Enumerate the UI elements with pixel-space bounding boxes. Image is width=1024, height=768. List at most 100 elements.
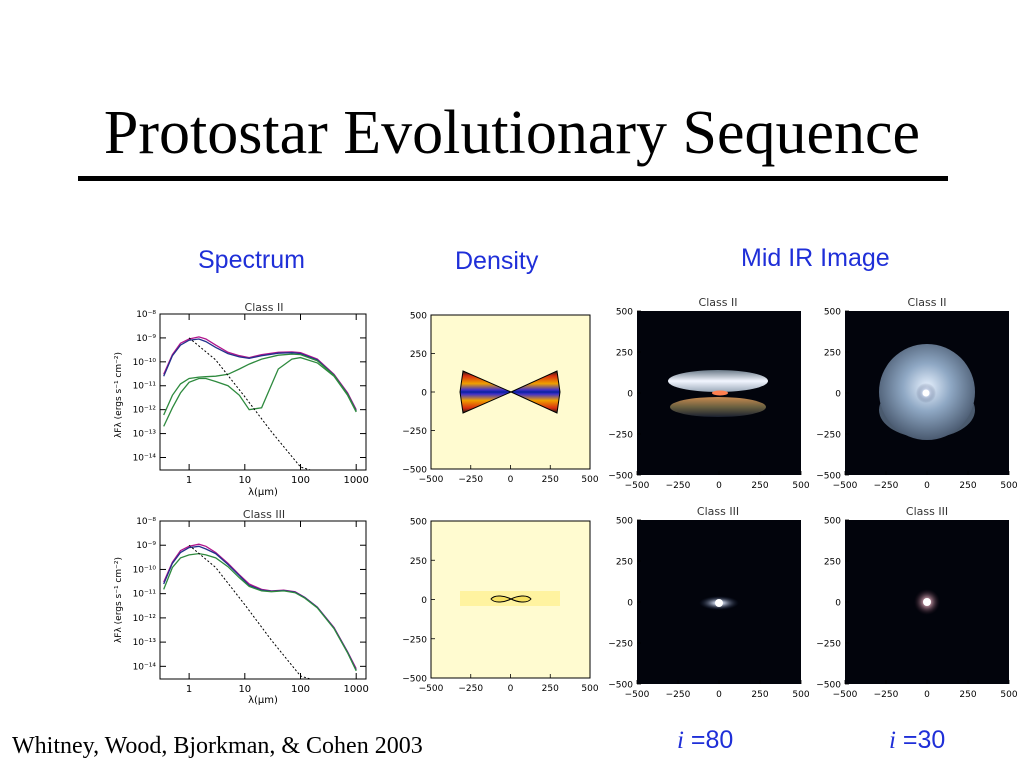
central-source <box>715 599 723 607</box>
chart-title: Class III <box>243 508 285 521</box>
y-tick-label: −250 <box>402 427 427 437</box>
image-title: Class II <box>699 296 738 309</box>
x-tick-label: −500 <box>833 481 858 491</box>
y-tick-label: −500 <box>402 466 427 476</box>
y-tick-label: 10⁻¹² <box>133 614 157 624</box>
y-tick-label: 0 <box>421 389 427 399</box>
y-tick-label: −500 <box>816 472 841 482</box>
y-tick-label: 0 <box>835 599 841 609</box>
x-tick-label: 500 <box>581 475 598 485</box>
inclination-symbol: i <box>677 727 684 754</box>
x-tick-label: 0 <box>508 475 514 485</box>
y-tick-label: 500 <box>410 312 427 322</box>
y-tick-label: 10⁻⁸ <box>136 310 156 320</box>
x-tick-label: 10 <box>238 475 251 486</box>
y-tick-label: −250 <box>402 635 427 645</box>
photosphere-line <box>188 337 311 471</box>
image-axis-ticks: 500 250 0 −250 −500−500 −250 0 250 500 <box>608 517 810 701</box>
spectrum-panel-class-iii: Class III 1 10 100 1000 10⁻⁸ 10⁻⁹ 10⁻¹⁰ 10⁻¹¹ 10… <box>114 508 369 706</box>
density-disk <box>490 595 532 603</box>
midir-image-class-ii-i80: Class II 500 250 0 −250 −500−500 −250 0 250 500 <box>608 296 810 491</box>
sed-line-1 <box>163 338 357 412</box>
y-axis-label: λFλ (ergs s⁻¹ cm⁻²) <box>114 557 124 643</box>
central-source <box>712 390 728 396</box>
y-tick-label: 10⁻¹⁴ <box>133 453 157 463</box>
sed-line-0 <box>163 336 357 410</box>
y-tick-label: −500 <box>608 681 633 691</box>
y-tick-label: 10⁻¹⁴ <box>133 662 157 672</box>
x-tick-label: 1000 <box>343 475 368 486</box>
density-cone-right <box>509 370 561 414</box>
image-axis-ticks: 500 250 0 −250 −500−500 −250 0 250 500 <box>816 308 1018 492</box>
spectrum-panel-class-ii: Class II 1 10 100 1000 10⁻⁸ 10⁻⁹ 10⁻¹⁰ 10⁻¹¹ 10⁻… <box>114 301 369 498</box>
midir-image-class-iii-i80: Class III 500 250 0 −250 −500−500 −250 0 250 500 <box>608 505 810 700</box>
y-tick-label: 250 <box>616 558 633 568</box>
image-axis-ticks: 500 250 0 −250 −500−500 −250 0 250 500 <box>608 308 810 492</box>
photosphere-line <box>188 544 311 680</box>
central-source <box>922 389 930 397</box>
y-tick-label: 10⁻¹¹ <box>133 590 157 600</box>
y-tick-label: −500 <box>402 675 427 685</box>
y-tick-label: −250 <box>608 431 633 441</box>
x-tick-label: −250 <box>874 690 899 700</box>
y-tick-label: 250 <box>824 349 841 359</box>
x-tick-label: −500 <box>419 475 444 485</box>
sed-line-2 <box>163 356 357 427</box>
y-tick-label: −250 <box>816 431 841 441</box>
citation: Whitney, Wood, Bjorkman, & Cohen 2003 <box>12 733 423 759</box>
y-tick-label: −500 <box>816 681 841 691</box>
y-tick-label: 500 <box>616 308 633 318</box>
sed-line-2 <box>163 552 357 672</box>
x-axis-label: λ(μm) <box>248 695 278 706</box>
sed-line-3 <box>163 353 357 416</box>
chart-title: Class II <box>245 301 284 314</box>
y-tick-label: 10⁻¹⁰ <box>133 358 157 368</box>
density-panel-class-ii: 500 250 0 −250 −500−500 −250 0 250 500 <box>402 312 599 486</box>
y-tick-label: 10⁻¹³ <box>133 430 157 440</box>
y-tick-label: 10⁻⁹ <box>136 334 156 344</box>
image-title: Class III <box>906 505 948 518</box>
x-tick-label: 250 <box>542 684 559 694</box>
x-axis-label: λ(μm) <box>248 487 278 498</box>
x-tick-label: 0 <box>716 690 722 700</box>
x-tick-label: 10 <box>238 684 251 695</box>
y-tick-label: −250 <box>608 640 633 650</box>
midir-image-class-ii-i30: Class II 500 250 0 −250 −500−500 −250 0 250 500 <box>816 296 1018 491</box>
x-tick-label: −250 <box>458 684 483 694</box>
x-tick-label: −500 <box>419 684 444 694</box>
x-tick-label: 0 <box>716 481 722 491</box>
sed-line-1 <box>163 545 357 671</box>
y-tick-label: 10⁻⁹ <box>136 541 156 551</box>
column-heading-midir: Mid IR Image <box>741 244 890 272</box>
disk-lower-lobe <box>670 397 766 417</box>
y-tick-label: 10⁻¹¹ <box>133 382 157 392</box>
central-source <box>923 598 931 606</box>
y-tick-label: 0 <box>627 599 633 609</box>
y-tick-label: 250 <box>824 558 841 568</box>
inclination-value: =80 <box>690 726 734 754</box>
x-tick-label: −500 <box>625 690 650 700</box>
x-tick-label: 100 <box>291 684 310 695</box>
x-tick-label: 1 <box>186 684 192 695</box>
y-tick-label: 250 <box>410 557 427 567</box>
y-tick-label: 0 <box>421 596 427 606</box>
sed-line-0 <box>163 543 357 669</box>
density-axis-ticks: 500 250 0 −250 −500−500 −250 0 250 500 <box>402 518 599 695</box>
x-tick-label: 500 <box>1000 690 1017 700</box>
image-axis-ticks: 500 250 0 −250 −500−500 −250 0 250 500 <box>816 517 1018 701</box>
inclination-label-80: i =80 <box>677 726 733 755</box>
spectrum-chart-class-ii: 1 10 100 1000 10⁻⁸ 10⁻⁹ 10⁻¹⁰ 10⁻¹¹ 10⁻¹² 10⁻¹³ 10… <box>133 310 369 486</box>
x-tick-label: −500 <box>833 690 858 700</box>
title-underline <box>78 176 948 181</box>
plot-frame <box>159 520 367 680</box>
image-title: Class III <box>697 505 739 518</box>
slide-title: Protostar Evolutionary Sequence <box>103 99 921 167</box>
density-panel-class-iii: 500 250 0 −250 −500−500 −250 0 250 500 <box>402 518 599 695</box>
y-tick-label: 10⁻¹² <box>133 406 157 416</box>
image-title: Class II <box>908 296 947 309</box>
y-axis-label: λFλ (ergs s⁻¹ cm⁻²) <box>114 352 124 438</box>
x-tick-label: 500 <box>1000 481 1017 491</box>
x-tick-label: 250 <box>959 481 976 491</box>
y-tick-label: 10⁻¹⁰ <box>133 565 157 575</box>
